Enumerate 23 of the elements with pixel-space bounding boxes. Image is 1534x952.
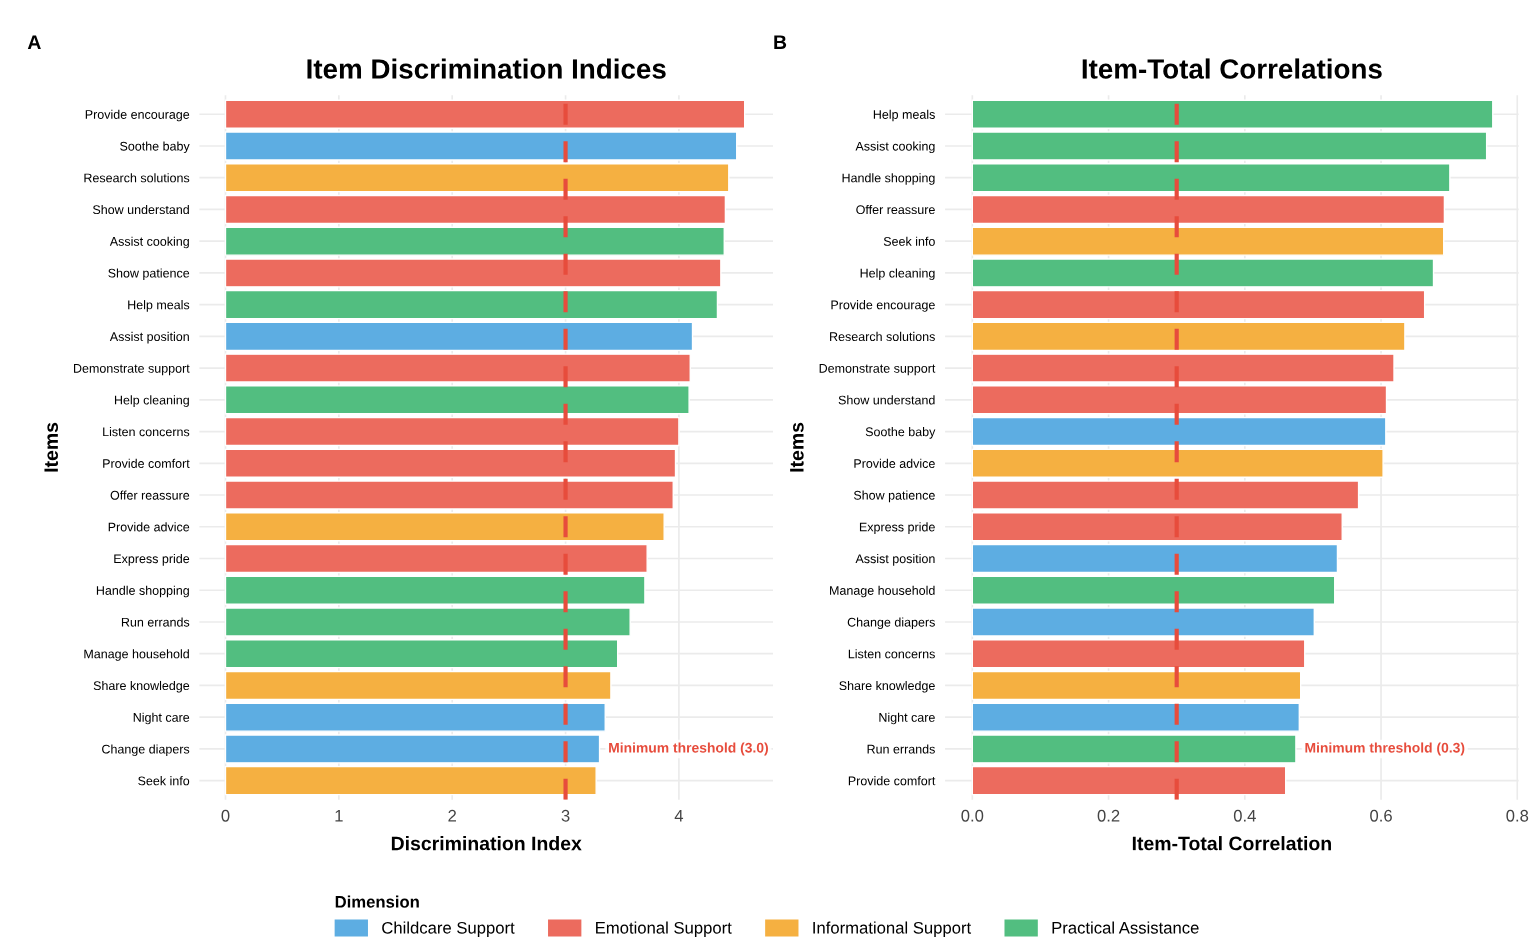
x-tick-label: 2 bbox=[448, 809, 456, 822]
text: A bbox=[27, 35, 41, 49]
x-axis-title: Discrimination Index bbox=[391, 836, 582, 851]
chart-title: Item-Total Correlations bbox=[1082, 58, 1382, 79]
x-tick-label: 4 bbox=[674, 810, 684, 822]
text: B bbox=[774, 35, 787, 49]
x-tick-label: 0.8 bbox=[1506, 809, 1529, 822]
x-tick-label: 0.2 bbox=[1097, 809, 1120, 822]
x-tick-label: 1 bbox=[335, 810, 343, 822]
x-tick-label: 0 bbox=[221, 809, 230, 822]
y-axis-title: Items bbox=[44, 422, 59, 472]
x-tick-label: 0.4 bbox=[1233, 809, 1256, 822]
legend-label: Informational Support bbox=[813, 921, 972, 937]
legend-label: Childcare Support bbox=[382, 921, 515, 937]
y-axis-title: Items bbox=[790, 422, 804, 472]
chart-title: Item Discrimination Indices bbox=[307, 58, 666, 79]
x-tick-label: 0.6 bbox=[1370, 809, 1392, 822]
legend-label: Practical Assistance bbox=[1052, 921, 1199, 934]
x-tick-label: 3 bbox=[561, 809, 570, 822]
x-axis-title: Item-Total Correlation bbox=[1132, 836, 1331, 851]
legend-label: Emotional Support bbox=[596, 921, 732, 937]
legend-title: Dimension bbox=[335, 895, 419, 908]
x-tick-label: 0.0 bbox=[961, 809, 984, 822]
